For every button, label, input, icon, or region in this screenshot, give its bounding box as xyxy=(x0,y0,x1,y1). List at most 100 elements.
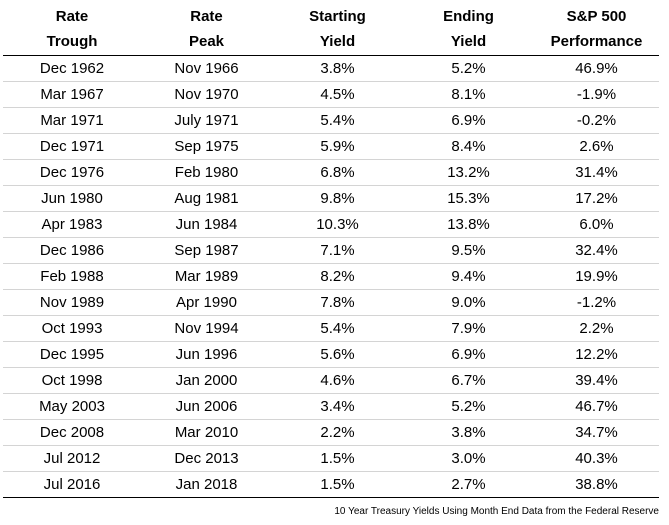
cell-rate-peak: Nov 1970 xyxy=(141,81,272,108)
cell-ending-yield: 9.5% xyxy=(403,237,534,264)
cell-sp500-performance: 46.7% xyxy=(534,393,659,420)
cell-starting-yield: 5.4% xyxy=(272,107,403,134)
table-row: Feb 1988 Mar 1989 8.2% 9.4% 19.9% xyxy=(3,263,659,290)
rate-cycles-table: Rate Trough Rate Peak Starting Yield End… xyxy=(3,3,659,498)
header-line: Yield xyxy=(319,33,356,50)
cell-rate-trough: Jun 1980 xyxy=(3,185,141,212)
table-row: Jun 1980 Aug 1981 9.8% 15.3% 17.2% xyxy=(3,185,659,212)
cell-sp500-performance: 19.9% xyxy=(534,263,659,290)
cell-rate-peak: Sep 1987 xyxy=(141,237,272,264)
cell-ending-yield: 3.0% xyxy=(403,445,534,472)
cell-rate-peak: Mar 2010 xyxy=(141,419,272,446)
cell-starting-yield: 1.5% xyxy=(272,471,403,498)
cell-rate-trough: Jul 2012 xyxy=(3,445,141,472)
header-line: Starting xyxy=(309,8,366,25)
table-row: Dec 1962 Nov 1966 3.8% 5.2% 46.9% xyxy=(3,55,659,82)
header-rate-peak: Rate Peak xyxy=(141,3,272,56)
cell-sp500-performance: 6.0% xyxy=(534,211,659,238)
cell-sp500-performance: 2.6% xyxy=(534,133,659,160)
cell-rate-trough: Dec 1986 xyxy=(3,237,141,264)
table-row: Oct 1998 Jan 2000 4.6% 6.7% 39.4% xyxy=(3,367,659,394)
cell-sp500-performance: 31.4% xyxy=(534,159,659,186)
table-row: Mar 1967 Nov 1970 4.5% 8.1% -1.9% xyxy=(3,81,659,108)
cell-sp500-performance: 2.2% xyxy=(534,315,659,342)
table-row: Oct 1993 Nov 1994 5.4% 7.9% 2.2% xyxy=(3,315,659,342)
table-row: Jul 2016 Jan 2018 1.5% 2.7% 38.8% xyxy=(3,471,659,498)
cell-starting-yield: 5.4% xyxy=(272,315,403,342)
cell-ending-yield: 3.8% xyxy=(403,419,534,446)
cell-ending-yield: 9.0% xyxy=(403,289,534,316)
header-sp500-performance: S&P 500 Performance xyxy=(534,3,659,56)
cell-rate-trough: Mar 1967 xyxy=(3,81,141,108)
cell-rate-peak: Feb 1980 xyxy=(141,159,272,186)
cell-rate-peak: Nov 1966 xyxy=(141,55,272,82)
cell-rate-trough: Oct 1993 xyxy=(3,315,141,342)
cell-starting-yield: 7.8% xyxy=(272,289,403,316)
table-row: Dec 1976 Feb 1980 6.8% 13.2% 31.4% xyxy=(3,159,659,186)
cell-rate-trough: Nov 1989 xyxy=(3,289,141,316)
cell-starting-yield: 8.2% xyxy=(272,263,403,290)
cell-starting-yield: 9.8% xyxy=(272,185,403,212)
header-line: Yield xyxy=(450,33,487,50)
cell-ending-yield: 5.2% xyxy=(403,393,534,420)
header-row: Rate Trough Rate Peak Starting Yield End… xyxy=(3,3,659,56)
cell-sp500-performance: 38.8% xyxy=(534,471,659,498)
table-row: Nov 1989 Apr 1990 7.8% 9.0% -1.2% xyxy=(3,289,659,316)
table-row: Apr 1983 Jun 1984 10.3% 13.8% 6.0% xyxy=(3,211,659,238)
cell-rate-trough: Dec 1971 xyxy=(3,133,141,160)
header-line: Ending xyxy=(443,8,494,25)
cell-ending-yield: 6.9% xyxy=(403,107,534,134)
cell-rate-trough: Jul 2016 xyxy=(3,471,141,498)
header-line: Trough xyxy=(46,33,98,50)
cell-rate-peak: Aug 1981 xyxy=(141,185,272,212)
cell-rate-trough: Feb 1988 xyxy=(3,263,141,290)
cell-rate-peak: Jan 2018 xyxy=(141,471,272,498)
cell-ending-yield: 8.4% xyxy=(403,133,534,160)
cell-ending-yield: 2.7% xyxy=(403,471,534,498)
cell-ending-yield: 15.3% xyxy=(403,185,534,212)
cell-ending-yield: 8.1% xyxy=(403,81,534,108)
cell-sp500-performance: 17.2% xyxy=(534,185,659,212)
cell-starting-yield: 2.2% xyxy=(272,419,403,446)
cell-rate-peak: Jun 1984 xyxy=(141,211,272,238)
cell-sp500-performance: 12.2% xyxy=(534,341,659,368)
header-line: Rate xyxy=(190,8,223,25)
header-starting-yield: Starting Yield xyxy=(272,3,403,56)
cell-starting-yield: 7.1% xyxy=(272,237,403,264)
table-row: May 2003 Jun 2006 3.4% 5.2% 46.7% xyxy=(3,393,659,420)
cell-ending-yield: 7.9% xyxy=(403,315,534,342)
cell-rate-peak: Jun 2006 xyxy=(141,393,272,420)
table-row: Dec 1986 Sep 1987 7.1% 9.5% 32.4% xyxy=(3,237,659,264)
cell-starting-yield: 5.6% xyxy=(272,341,403,368)
cell-ending-yield: 6.7% xyxy=(403,367,534,394)
cell-sp500-performance: 32.4% xyxy=(534,237,659,264)
cell-rate-trough: Apr 1983 xyxy=(3,211,141,238)
header-rate-trough: Rate Trough xyxy=(3,3,141,56)
cell-rate-peak: Sep 1975 xyxy=(141,133,272,160)
cell-rate-trough: Dec 2008 xyxy=(3,419,141,446)
cell-sp500-performance: 46.9% xyxy=(534,55,659,82)
table-row: Mar 1971 July 1971 5.4% 6.9% -0.2% xyxy=(3,107,659,134)
cell-starting-yield: 10.3% xyxy=(272,211,403,238)
cell-ending-yield: 13.8% xyxy=(403,211,534,238)
cell-rate-trough: May 2003 xyxy=(3,393,141,420)
cell-rate-trough: Dec 1976 xyxy=(3,159,141,186)
cell-rate-peak: Jan 2000 xyxy=(141,367,272,394)
cell-rate-peak: Dec 2013 xyxy=(141,445,272,472)
header-line: Performance xyxy=(550,33,643,50)
cell-rate-peak: Apr 1990 xyxy=(141,289,272,316)
cell-rate-trough: Dec 1962 xyxy=(3,55,141,82)
table-row: Jul 2012 Dec 2013 1.5% 3.0% 40.3% xyxy=(3,445,659,472)
source-footnote: 10 Year Treasury Yields Using Month End … xyxy=(334,506,659,517)
cell-rate-trough: Dec 1995 xyxy=(3,341,141,368)
cell-starting-yield: 6.8% xyxy=(272,159,403,186)
cell-ending-yield: 9.4% xyxy=(403,263,534,290)
cell-rate-peak: July 1971 xyxy=(141,107,272,134)
cell-starting-yield: 5.9% xyxy=(272,133,403,160)
cell-rate-peak: Mar 1989 xyxy=(141,263,272,290)
table-header: Rate Trough Rate Peak Starting Yield End… xyxy=(3,3,659,56)
cell-sp500-performance: -0.2% xyxy=(534,107,659,134)
cell-sp500-performance: -1.9% xyxy=(534,81,659,108)
table-row: Dec 1971 Sep 1975 5.9% 8.4% 2.6% xyxy=(3,133,659,160)
